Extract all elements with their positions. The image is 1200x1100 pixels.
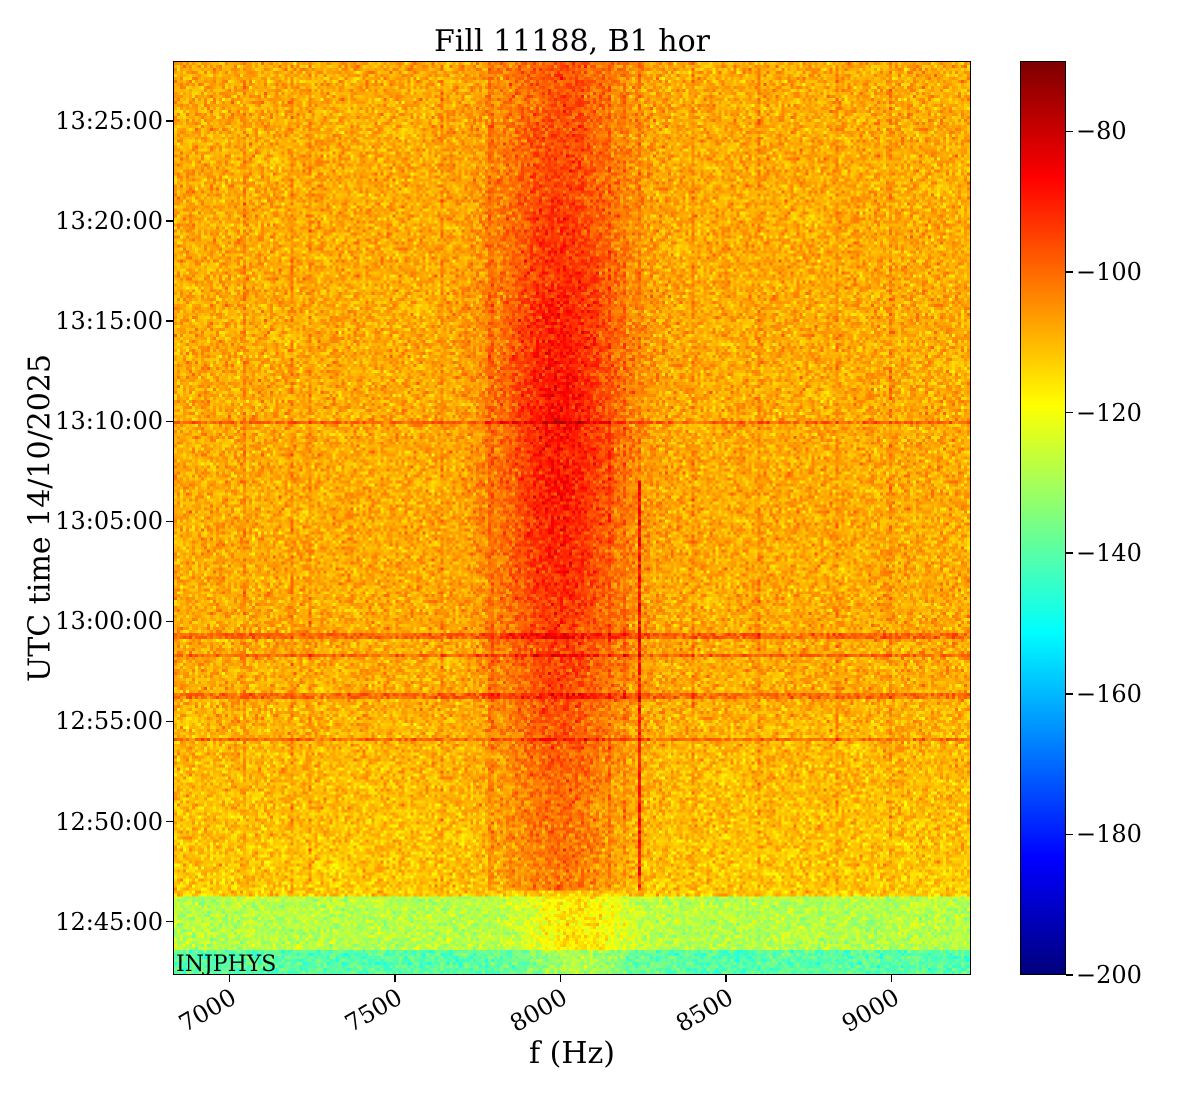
colorbar-tick-label: −80 (1076, 117, 1127, 146)
y-tick-label: 13:10:00 (55, 407, 163, 436)
y-tick-label: 13:00:00 (55, 607, 163, 636)
mode-annotation: INJPHYS (176, 952, 277, 975)
y-tick-mark (166, 420, 173, 422)
x-tick-label: 7000 (174, 983, 242, 1038)
colorbar-tick-mark (1066, 130, 1073, 133)
spectrogram-heatmap (174, 62, 970, 974)
colorbar (1020, 61, 1066, 975)
y-tick-mark (166, 320, 173, 322)
y-tick-label: 13:25:00 (55, 107, 163, 136)
y-tick-label: 13:15:00 (55, 307, 163, 336)
colorbar-tick-label: −180 (1076, 820, 1142, 849)
y-tick-mark (166, 220, 173, 222)
y-tick-mark (166, 920, 173, 923)
y-tick-label: 12:50:00 (55, 807, 163, 836)
x-tick-label: 7500 (339, 983, 407, 1038)
colorbar-gradient (1021, 62, 1065, 974)
y-tick-mark (166, 620, 173, 623)
y-tick-label: 13:05:00 (55, 507, 163, 536)
y-tick-mark (166, 520, 173, 523)
y-tick-mark (166, 820, 173, 823)
x-tick-mark (394, 975, 396, 982)
y-tick-mark (166, 120, 173, 122)
colorbar-tick-label: −140 (1076, 539, 1142, 568)
colorbar-tick-mark (1066, 411, 1073, 414)
colorbar-tick-mark (1066, 974, 1073, 976)
colorbar-tick-label: −160 (1076, 679, 1142, 708)
x-tick-mark (725, 975, 727, 982)
colorbar-tick-mark (1066, 271, 1073, 273)
plot-area: INJPHYS (173, 61, 971, 975)
x-tick-label: 9000 (836, 983, 904, 1038)
x-tick-mark (228, 975, 231, 982)
y-tick-mark (166, 720, 173, 723)
chart-title: Fill 11188, B1 hor (433, 24, 711, 59)
y-tick-label: 12:55:00 (55, 707, 163, 736)
y-tick-label: 12:45:00 (55, 907, 163, 936)
colorbar-tick-label: −100 (1076, 257, 1142, 286)
x-tick-mark (890, 975, 893, 982)
colorbar-tick-label: −120 (1076, 398, 1142, 427)
x-tick-label: 8000 (505, 983, 573, 1038)
colorbar-tick-mark (1066, 693, 1073, 695)
x-tick-mark (559, 975, 562, 982)
x-tick-label: 8500 (671, 983, 738, 1038)
colorbar-tick-mark (1066, 552, 1073, 554)
colorbar-tick-label: −200 (1076, 961, 1142, 989)
colorbar-tick-mark (1066, 833, 1073, 836)
x-axis-label: f (Hz) (528, 1036, 615, 1071)
y-tick-label: 13:20:00 (55, 207, 163, 236)
